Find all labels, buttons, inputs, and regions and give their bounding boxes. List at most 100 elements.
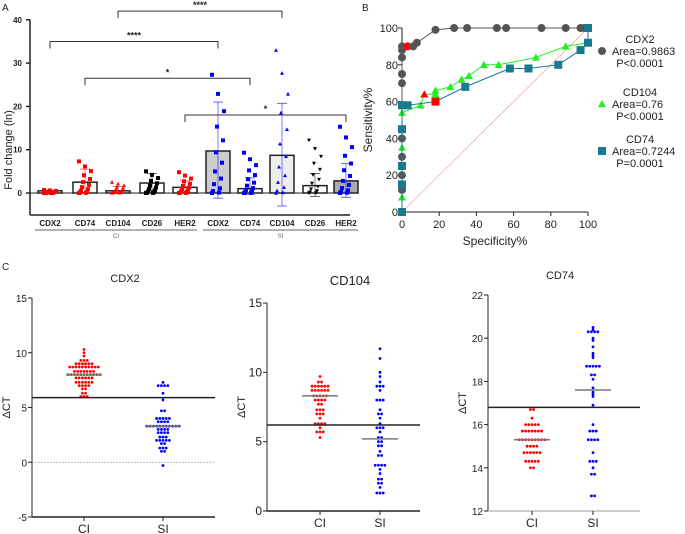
data-point	[82, 359, 86, 362]
data-point	[274, 48, 278, 52]
data-point	[594, 364, 598, 368]
data-point	[315, 412, 319, 416]
data-point	[318, 426, 322, 430]
y-tick-label: 22	[472, 291, 484, 302]
significance-bracket	[184, 114, 347, 123]
data-point	[594, 429, 598, 433]
data-point	[377, 440, 380, 444]
data-point	[307, 138, 311, 143]
data-point	[538, 451, 542, 455]
data-point	[155, 181, 159, 186]
roc-point	[398, 125, 406, 134]
y-tick-label: 0	[392, 207, 398, 219]
data-point	[160, 449, 163, 453]
data-point	[247, 168, 251, 173]
data-point	[378, 384, 382, 388]
data-point	[87, 384, 91, 387]
data-point	[248, 157, 252, 162]
y-tick-label: 30	[13, 59, 22, 68]
data-point	[342, 168, 346, 173]
data-point	[84, 365, 87, 369]
data-point	[84, 362, 87, 366]
data-point	[156, 420, 160, 424]
data-point	[243, 190, 247, 195]
data-point	[529, 444, 532, 448]
data-point	[77, 380, 81, 384]
data-point	[343, 153, 347, 158]
legend-marker	[598, 47, 606, 55]
roc-curve-cdx2	[401, 27, 588, 190]
data-point	[54, 188, 58, 193]
data-point	[81, 376, 84, 380]
data-point	[164, 446, 168, 450]
data-point	[591, 338, 595, 342]
data-point	[285, 127, 289, 131]
data-point	[537, 459, 540, 463]
data-point	[161, 391, 165, 395]
data-point	[74, 365, 78, 369]
data-point	[277, 164, 281, 169]
data-point	[378, 347, 382, 351]
data-point	[316, 184, 320, 189]
data-point	[593, 438, 596, 442]
data-point	[380, 481, 383, 485]
data-point	[161, 417, 165, 420]
data-point	[380, 463, 383, 467]
data-point	[378, 426, 382, 430]
data-point	[84, 391, 87, 395]
x-tick-label: 60	[507, 219, 519, 231]
data-point	[591, 351, 595, 355]
data-point	[593, 330, 596, 334]
data-point	[82, 348, 86, 351]
x-tick-label: CDX2	[207, 219, 229, 228]
y-tick-label: -5	[18, 513, 27, 524]
legend-marker	[598, 100, 606, 108]
data-point	[81, 365, 84, 369]
data-point	[242, 150, 246, 155]
data-point	[90, 362, 94, 366]
data-point	[315, 408, 319, 412]
data-point	[251, 186, 255, 191]
data-point	[81, 380, 84, 384]
data-point	[160, 409, 163, 413]
data-point	[533, 429, 537, 433]
y-tick-label: 60	[386, 97, 398, 109]
data-point	[186, 188, 190, 193]
data-point	[341, 178, 345, 183]
data-point	[81, 362, 84, 366]
data-point	[85, 189, 89, 194]
y-tick-label: 10	[13, 146, 22, 155]
x-tick-label: CD74	[240, 219, 261, 228]
data-point	[216, 91, 220, 96]
data-point	[320, 398, 323, 402]
roc-point	[398, 162, 406, 170]
x-tick-label: CI	[314, 516, 326, 530]
x-tick-label: HER2	[335, 219, 357, 228]
x-tick-label: CI	[526, 516, 538, 530]
data-point	[161, 446, 165, 450]
data-point	[161, 438, 165, 442]
y-tick-label: 12	[472, 507, 484, 518]
data-point	[114, 187, 118, 191]
data-point	[74, 362, 78, 366]
roc-point	[463, 24, 472, 32]
data-point	[244, 187, 248, 192]
data-point	[166, 431, 170, 435]
data-point	[375, 491, 379, 495]
data-point	[591, 466, 595, 470]
roc-point	[554, 60, 563, 69]
roc-point	[505, 64, 514, 73]
data-point	[320, 384, 323, 388]
data-point	[377, 454, 380, 457]
roc-point	[457, 75, 466, 83]
data-point	[318, 408, 322, 412]
roc-point	[464, 71, 473, 80]
data-point	[74, 380, 78, 384]
data-point	[591, 377, 595, 381]
data-point	[594, 459, 598, 463]
data-point	[319, 154, 323, 159]
data-point	[246, 177, 250, 182]
data-point	[590, 330, 593, 334]
data-point	[591, 356, 595, 360]
